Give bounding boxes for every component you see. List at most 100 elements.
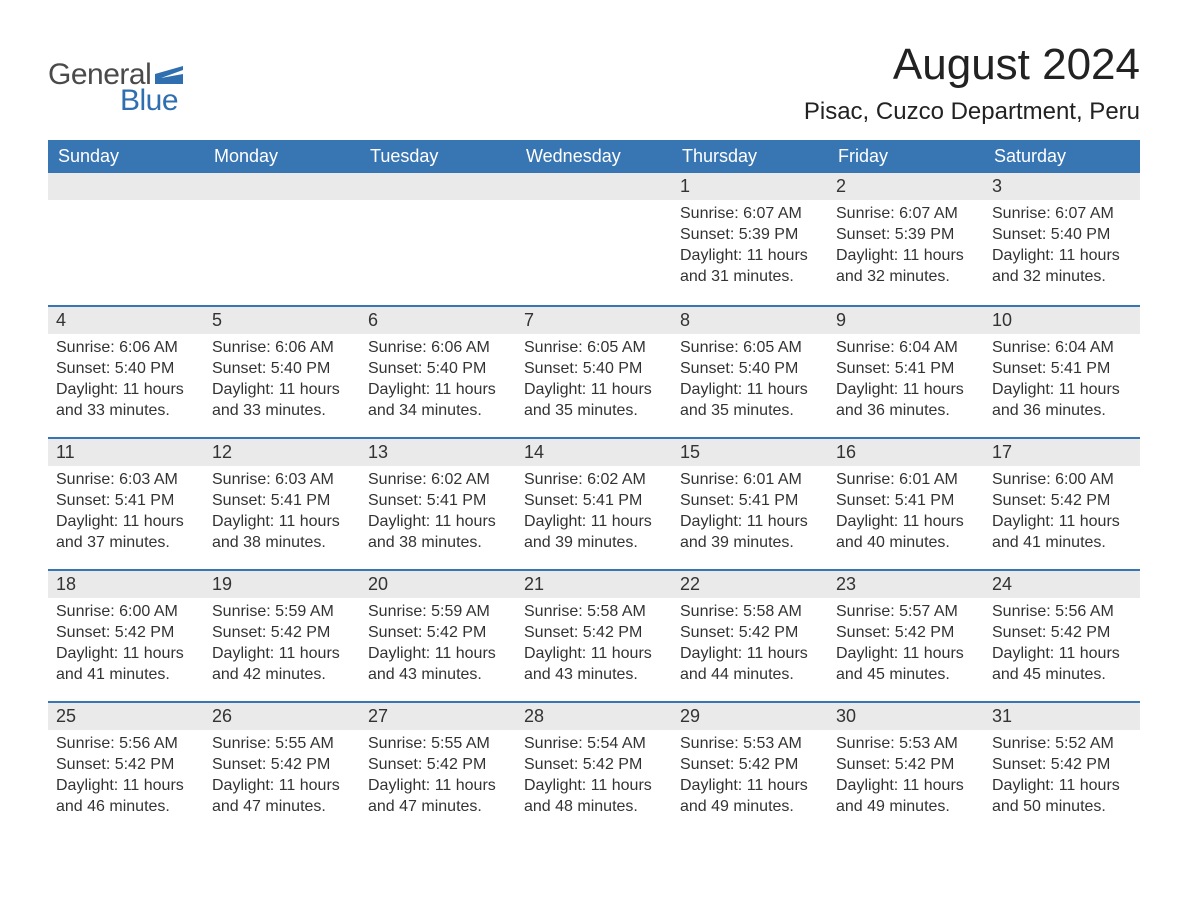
sunset-text: Sunset: 5:42 PM	[680, 623, 820, 644]
day-number: 20	[360, 571, 516, 598]
dow-wednesday: Wednesday	[516, 140, 672, 173]
day-number: 15	[672, 439, 828, 466]
day-body: Sunrise: 6:05 AMSunset: 5:40 PMDaylight:…	[516, 338, 666, 421]
sunset-text: Sunset: 5:42 PM	[212, 755, 352, 776]
flag-icon	[155, 66, 183, 84]
sunset-text: Sunset: 5:42 PM	[524, 755, 664, 776]
day-body: Sunrise: 6:04 AMSunset: 5:41 PMDaylight:…	[984, 338, 1134, 421]
daylight-text: Daylight: 11 hours and 38 minutes.	[368, 512, 508, 554]
sunset-text: Sunset: 5:41 PM	[836, 359, 976, 380]
day-cell: 13Sunrise: 6:02 AMSunset: 5:41 PMDayligh…	[360, 439, 516, 569]
sunset-text: Sunset: 5:40 PM	[56, 359, 196, 380]
sunset-text: Sunset: 5:40 PM	[524, 359, 664, 380]
day-number: 2	[828, 173, 984, 200]
daylight-text: Daylight: 11 hours and 44 minutes.	[680, 644, 820, 686]
sunset-text: Sunset: 5:42 PM	[836, 755, 976, 776]
location-subtitle: Pisac, Cuzco Department, Peru	[804, 98, 1140, 126]
sunrise-text: Sunrise: 6:07 AM	[836, 204, 976, 225]
sunrise-text: Sunrise: 5:55 AM	[368, 734, 508, 755]
sunrise-text: Sunrise: 5:57 AM	[836, 602, 976, 623]
day-cell: 10 Sunrise: 6:04 AMSunset: 5:41 PMDayligh…	[984, 307, 1140, 437]
page-title: August 2024	[804, 40, 1140, 90]
daylight-text: Daylight: 11 hours and 39 minutes.	[680, 512, 820, 554]
sunrise-text: Sunrise: 6:04 AM	[992, 338, 1132, 359]
sunrise-text: Sunrise: 6:00 AM	[992, 470, 1132, 491]
sunrise-text: Sunrise: 6:06 AM	[368, 338, 508, 359]
sunset-text: Sunset: 5:41 PM	[992, 359, 1132, 380]
day-cell: 6Sunrise: 6:06 AMSunset: 5:40 PMDaylight…	[360, 307, 516, 437]
sunrise-text: Sunrise: 6:03 AM	[56, 470, 196, 491]
dow-sunday: Sunday	[48, 140, 204, 173]
sunrise-text: Sunrise: 5:56 AM	[56, 734, 196, 755]
day-body: Sunrise: 6:06 AMSunset: 5:40 PMDaylight:…	[360, 338, 510, 421]
sunrise-text: Sunrise: 6:03 AM	[212, 470, 352, 491]
sunset-text: Sunset: 5:42 PM	[368, 623, 508, 644]
day-body: Sunrise: 5:53 AMSunset: 5:42 PMDaylight:…	[672, 734, 822, 817]
day-cell: 15Sunrise: 6:01 AMSunset: 5:41 PMDayligh…	[672, 439, 828, 569]
day-cell: 1Sunrise: 6:07 AMSunset: 5:39 PMDaylight…	[672, 173, 828, 305]
logo-text-blue: Blue	[120, 84, 178, 118]
day-number	[48, 173, 204, 200]
week-row: 25Sunrise: 5:56 AMSunset: 5:42 PMDayligh…	[48, 701, 1140, 833]
daylight-text: Daylight: 11 hours and 32 minutes.	[836, 246, 976, 288]
day-cell: 5Sunrise: 6:06 AMSunset: 5:40 PMDaylight…	[204, 307, 360, 437]
daylight-text: Daylight: 11 hours and 35 minutes.	[524, 380, 664, 422]
day-cell	[516, 173, 672, 305]
sunrise-text: Sunrise: 6:07 AM	[992, 204, 1132, 225]
daylight-text: Daylight: 11 hours and 34 minutes.	[368, 380, 508, 422]
day-number: 11	[48, 439, 204, 466]
day-body: Sunrise: 5:58 AMSunset: 5:42 PMDaylight:…	[672, 602, 822, 685]
day-cell: 16 Sunrise: 6:01 AMSunset: 5:41 PMDayligh…	[828, 439, 984, 569]
daylight-text: Daylight: 11 hours and 41 minutes.	[992, 512, 1132, 554]
day-number: 18	[48, 571, 204, 598]
sunset-text: Sunset: 5:40 PM	[992, 225, 1132, 246]
day-cell: 29Sunrise: 5:53 AMSunset: 5:42 PMDayligh…	[672, 703, 828, 833]
sunrise-text: Sunrise: 6:01 AM	[836, 470, 976, 491]
sunrise-text: Sunrise: 6:04 AM	[836, 338, 976, 359]
daylight-text: Daylight: 11 hours and 48 minutes.	[524, 776, 664, 818]
week-row: 1Sunrise: 6:07 AMSunset: 5:39 PMDaylight…	[48, 173, 1140, 305]
sunset-text: Sunset: 5:42 PM	[212, 623, 352, 644]
day-number: 10	[984, 307, 1140, 334]
day-body: Sunrise: 6:01 AMSunset: 5:41 PMDaylight:…	[828, 470, 978, 553]
day-number: 16	[828, 439, 984, 466]
day-number: 24	[984, 571, 1140, 598]
day-cell: 9 Sunrise: 6:04 AMSunset: 5:41 PMDaylight…	[828, 307, 984, 437]
day-number: 17	[984, 439, 1140, 466]
daylight-text: Daylight: 11 hours and 33 minutes.	[56, 380, 196, 422]
sunset-text: Sunset: 5:42 PM	[368, 755, 508, 776]
day-cell: 14Sunrise: 6:02 AMSunset: 5:41 PMDayligh…	[516, 439, 672, 569]
daylight-text: Daylight: 11 hours and 49 minutes.	[836, 776, 976, 818]
day-cell: 4Sunrise: 6:06 AMSunset: 5:40 PMDaylight…	[48, 307, 204, 437]
sunrise-text: Sunrise: 6:01 AM	[680, 470, 820, 491]
day-number: 23	[828, 571, 984, 598]
sunrise-text: Sunrise: 6:02 AM	[368, 470, 508, 491]
day-number: 30	[828, 703, 984, 730]
day-number: 9	[828, 307, 984, 334]
daylight-text: Daylight: 11 hours and 36 minutes.	[836, 380, 976, 422]
week-row: 11Sunrise: 6:03 AMSunset: 5:41 PMDayligh…	[48, 437, 1140, 569]
day-number: 14	[516, 439, 672, 466]
week-row: 4Sunrise: 6:06 AMSunset: 5:40 PMDaylight…	[48, 305, 1140, 437]
sunrise-text: Sunrise: 6:00 AM	[56, 602, 196, 623]
sunrise-text: Sunrise: 6:07 AM	[680, 204, 820, 225]
sunset-text: Sunset: 5:41 PM	[368, 491, 508, 512]
weeks-container: 1Sunrise: 6:07 AMSunset: 5:39 PMDaylight…	[48, 173, 1140, 833]
day-body: Sunrise: 5:57 AMSunset: 5:42 PMDaylight:…	[828, 602, 978, 685]
sunrise-text: Sunrise: 5:58 AM	[680, 602, 820, 623]
day-number: 22	[672, 571, 828, 598]
dow-thursday: Thursday	[672, 140, 828, 173]
day-number: 8	[672, 307, 828, 334]
sunset-text: Sunset: 5:42 PM	[680, 755, 820, 776]
sunrise-text: Sunrise: 6:05 AM	[680, 338, 820, 359]
day-cell: 27Sunrise: 5:55 AMSunset: 5:42 PMDayligh…	[360, 703, 516, 833]
day-body: Sunrise: 6:06 AMSunset: 5:40 PMDaylight:…	[48, 338, 198, 421]
daylight-text: Daylight: 11 hours and 45 minutes.	[992, 644, 1132, 686]
day-number: 26	[204, 703, 360, 730]
sunset-text: Sunset: 5:41 PM	[212, 491, 352, 512]
dow-saturday: Saturday	[984, 140, 1140, 173]
daylight-text: Daylight: 11 hours and 39 minutes.	[524, 512, 664, 554]
day-number: 12	[204, 439, 360, 466]
daylight-text: Daylight: 11 hours and 47 minutes.	[368, 776, 508, 818]
title-block: August 2024 Pisac, Cuzco Department, Per…	[804, 40, 1140, 126]
